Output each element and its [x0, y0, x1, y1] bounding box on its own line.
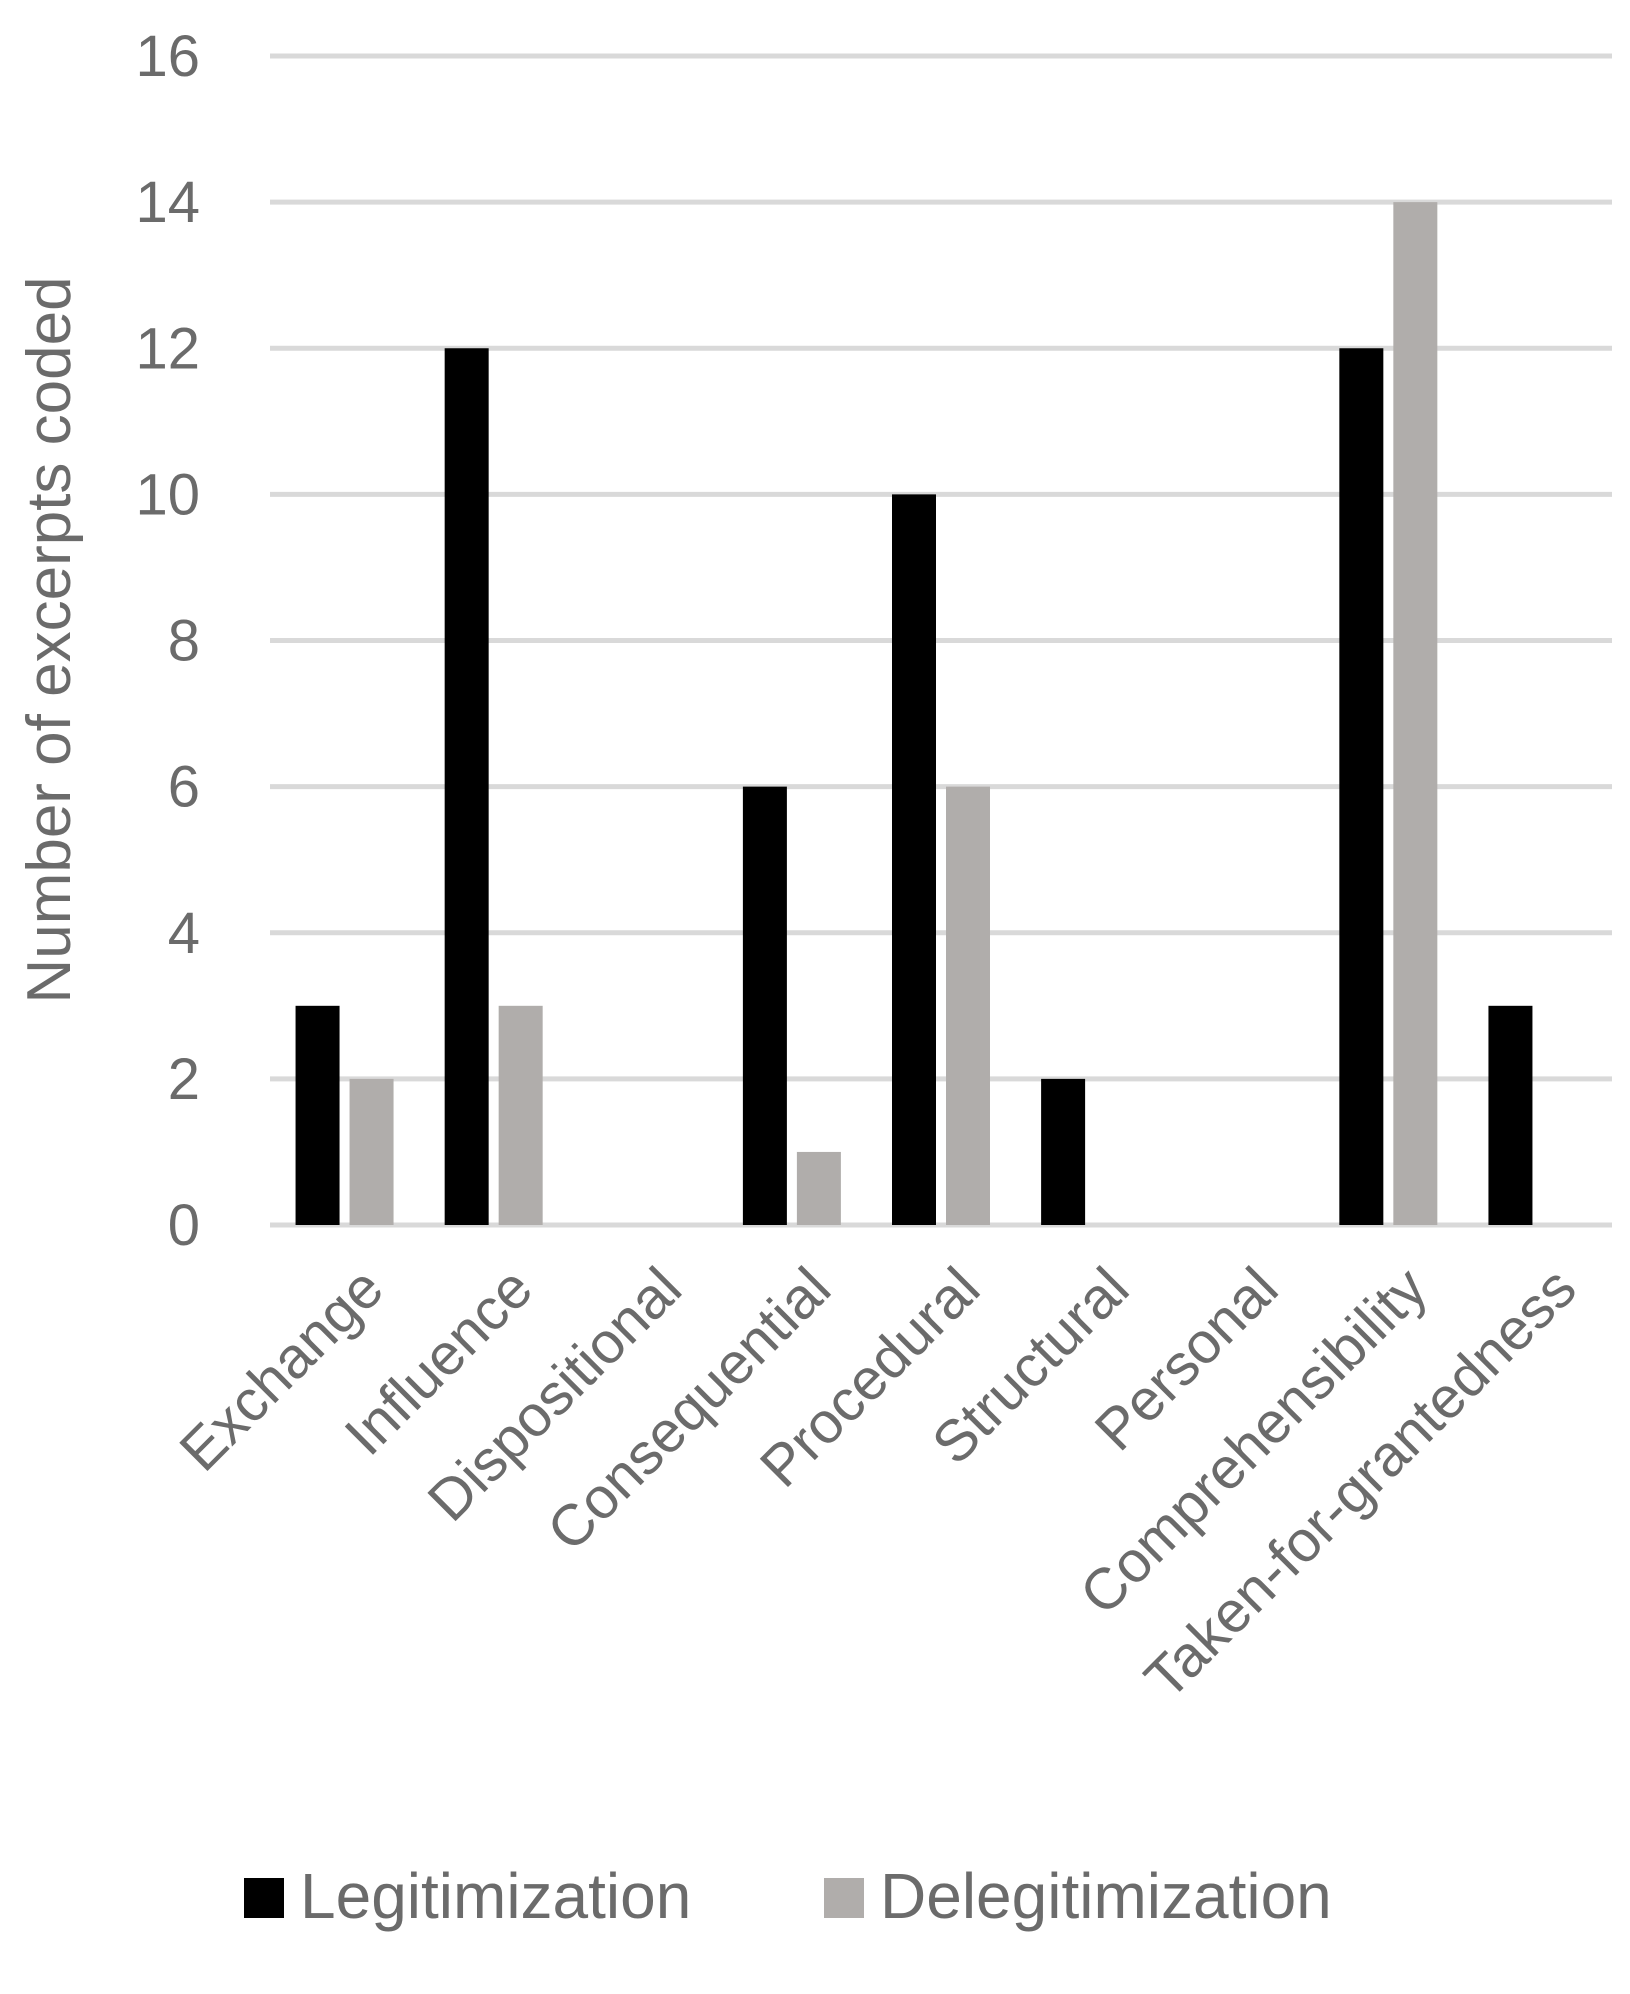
y-tick-label: 6 — [168, 755, 200, 820]
y-tick-label: 0 — [168, 1193, 200, 1258]
bar-delegitimization-procedural — [946, 786, 990, 1225]
bar-legitimization-comprehensibility — [1339, 348, 1384, 1225]
bar-delegitimization-comprehensibility — [1393, 202, 1438, 1225]
bar-legitimization-taken-for-grantedness — [1488, 1005, 1533, 1225]
bar-legitimization-procedural — [892, 494, 936, 1225]
y-tick-label: 2 — [168, 1047, 200, 1112]
bars — [295, 202, 1533, 1225]
legend: Legitimization Delegitimization — [244, 1860, 1332, 1932]
y-tick-label: 16 — [135, 24, 200, 89]
bar-delegitimization-consequential — [796, 1151, 841, 1225]
bar-legitimization-structural — [1041, 1078, 1086, 1225]
y-axis-ticks: 0 2 4 6 8 10 12 14 16 — [135, 24, 200, 1258]
y-tick-label: 12 — [135, 316, 200, 381]
bar-legitimization-exchange — [295, 1005, 340, 1225]
y-axis-title: Number of excerpts coded — [15, 276, 84, 1003]
gridlines — [270, 53, 1612, 1228]
x-axis-categories: ExchangeInfluenceDispositionalConsequent… — [167, 1255, 1588, 1711]
bar-legitimization-consequential — [742, 786, 787, 1225]
legend-label-delegitimization: Delegitimization — [880, 1860, 1332, 1932]
legend-swatch-delegitimization — [824, 1878, 864, 1918]
bar-legitimization-influence — [444, 348, 489, 1225]
y-tick-label: 4 — [168, 901, 200, 966]
legend-label-legitimization: Legitimization — [300, 1860, 691, 1932]
bar-delegitimization-exchange — [349, 1078, 394, 1225]
y-tick-label: 8 — [168, 609, 200, 674]
bar-delegitimization-influence — [498, 1005, 543, 1225]
legend-swatch-legitimization — [244, 1878, 284, 1918]
y-tick-label: 10 — [135, 462, 200, 527]
y-tick-label: 14 — [135, 170, 200, 235]
